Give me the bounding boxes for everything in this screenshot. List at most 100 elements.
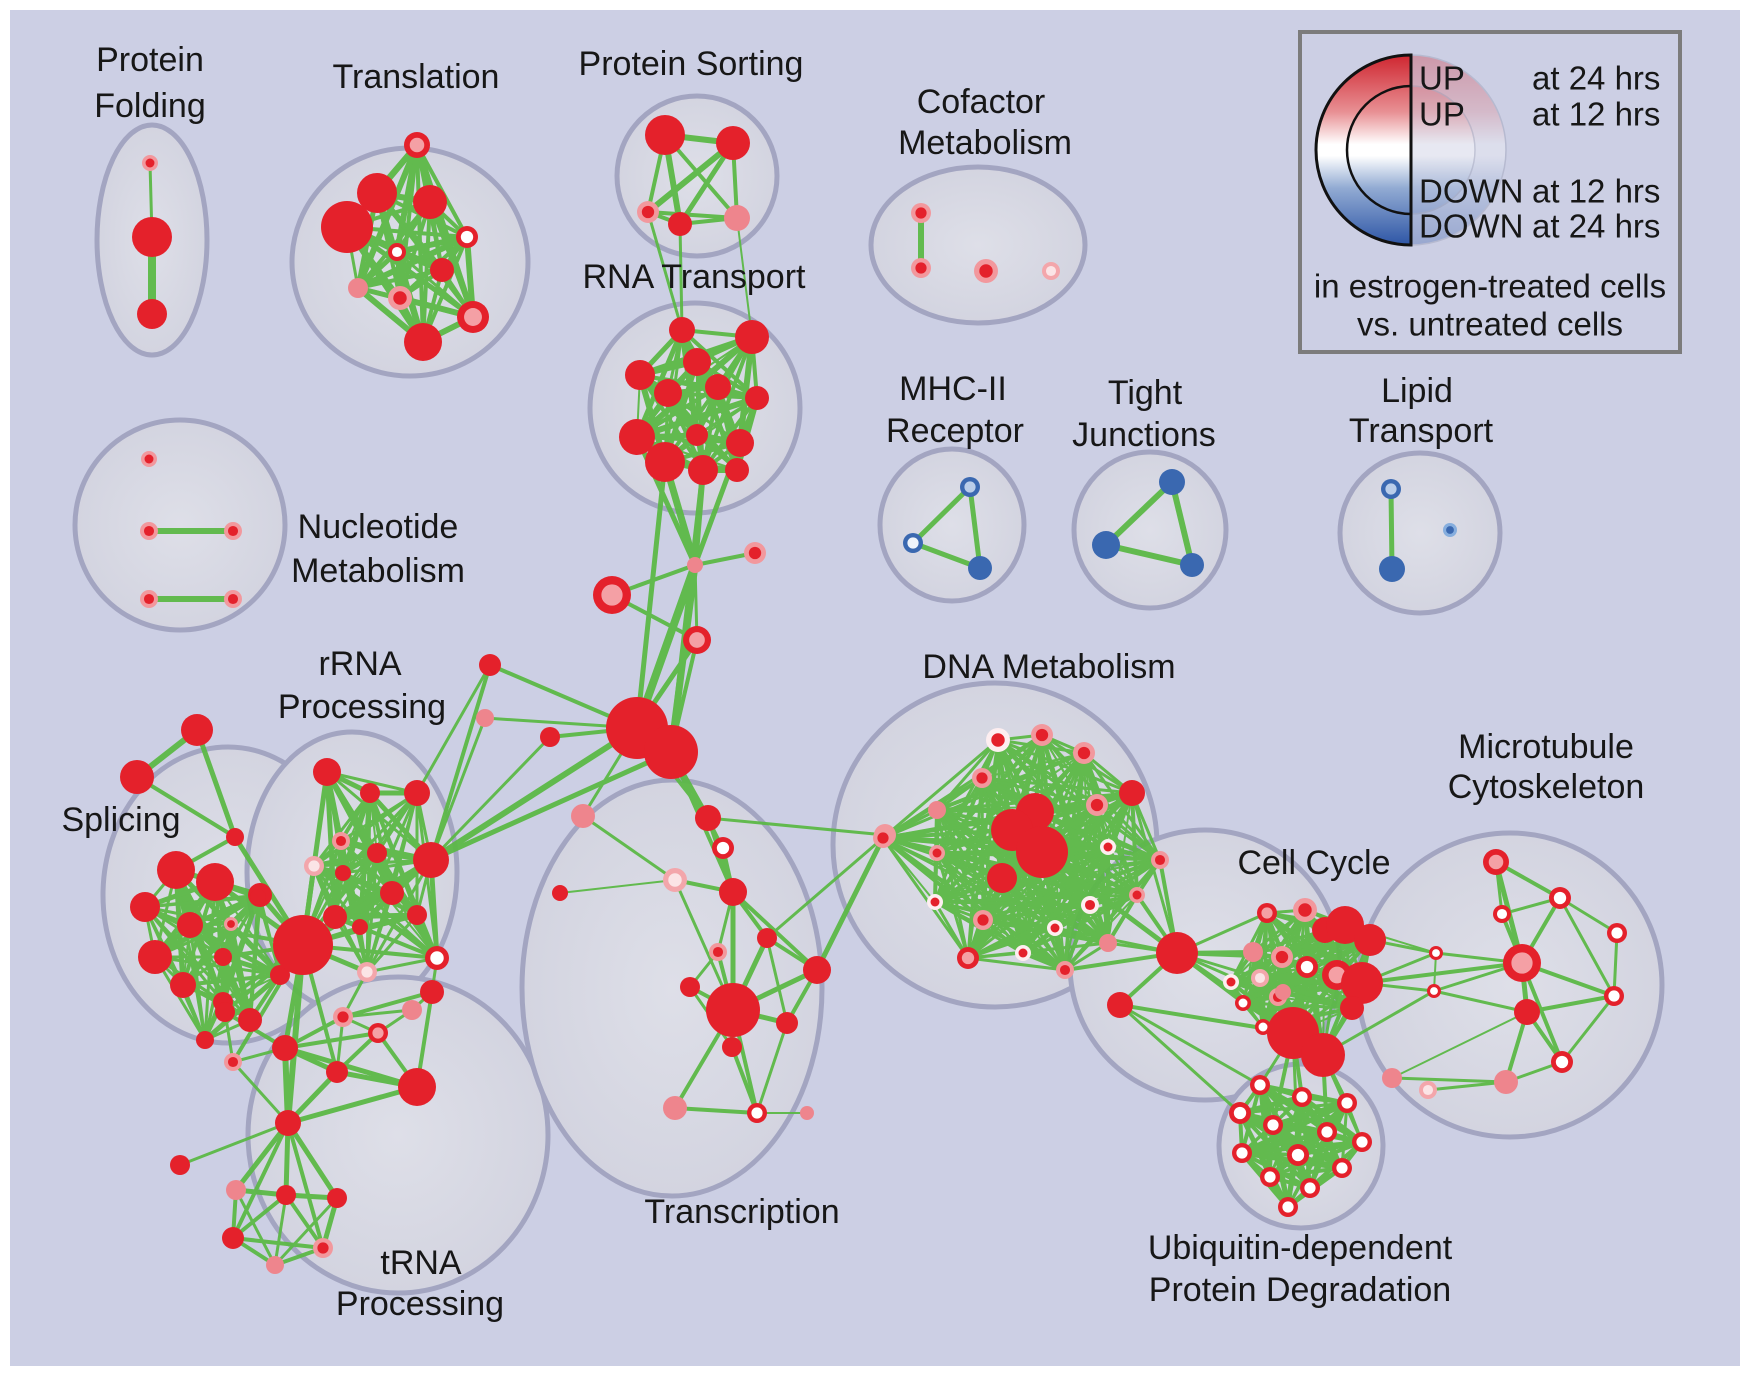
node (170, 1155, 190, 1175)
node-center (1611, 927, 1623, 939)
node (413, 842, 449, 878)
node (323, 905, 347, 929)
node-center (1608, 990, 1620, 1002)
node (735, 320, 769, 354)
node-center (1254, 1079, 1266, 1091)
node (380, 881, 404, 905)
node (757, 928, 777, 948)
edge (814, 835, 886, 973)
node (1099, 934, 1117, 952)
legend-glyph-inner (1345, 84, 1413, 216)
cluster-nodes-cofactor-metabolism (911, 203, 1060, 283)
edge (1241, 965, 1309, 1005)
node-center (464, 308, 482, 326)
cluster-nodes-protein-folding (132, 155, 172, 329)
node (654, 379, 682, 407)
node-center (372, 1027, 384, 1039)
cluster-shape-cofactor-metabolism (868, 164, 1088, 326)
legend-direction-label: DOWN (1419, 208, 1523, 245)
edge (311, 850, 380, 869)
cluster-shape-mhc-ii-receptor (877, 446, 1027, 604)
edge (881, 836, 970, 960)
edge (765, 936, 789, 1025)
node (196, 863, 234, 901)
edge (1239, 1129, 1330, 1156)
node-center (1090, 798, 1104, 812)
node (226, 1180, 246, 1200)
node-center (915, 207, 927, 219)
node (120, 760, 154, 794)
node-center (1059, 964, 1071, 976)
node (250, 889, 266, 905)
edge (736, 217, 753, 338)
node-center (143, 525, 155, 537)
edge (980, 776, 985, 922)
edge (1612, 931, 1619, 998)
node-center (144, 454, 154, 464)
node (272, 1035, 298, 1061)
node (476, 709, 494, 727)
node-center (1132, 890, 1142, 900)
cluster-label-tight-junctions: Tight (1108, 374, 1183, 412)
node (1326, 906, 1364, 944)
node (430, 258, 454, 282)
cluster-label-splicing: Splicing (61, 801, 180, 839)
edge (178, 1121, 290, 1167)
node-center (430, 951, 444, 965)
node (571, 804, 595, 828)
node (352, 919, 368, 935)
node (695, 805, 721, 831)
node-center (317, 1242, 329, 1254)
node (170, 972, 196, 998)
edge (934, 859, 1161, 903)
cluster-label-cofactor-metabolism: Cofactor (917, 83, 1046, 121)
edge (1241, 1001, 1354, 1010)
cluster-nodes-nucleotide-metabolism (140, 451, 242, 608)
edge (967, 484, 983, 571)
node (1156, 932, 1198, 974)
node-center (1321, 1126, 1333, 1138)
node-center (227, 1056, 239, 1068)
node-center (1045, 265, 1057, 277)
edge (933, 900, 1067, 972)
cluster-nodes-rrna-processing (273, 758, 449, 982)
cluster-label-cofactor-metabolism: Metabolism (898, 124, 1072, 162)
node-center (1291, 1148, 1305, 1162)
cluster-nodes-protein-sorting (637, 115, 750, 236)
edge (966, 941, 1110, 960)
node-layer (120, 115, 1627, 1274)
legend-box (1298, 30, 1682, 354)
edge (325, 770, 419, 795)
node (745, 386, 769, 410)
edge (730, 1045, 759, 1115)
node-center (877, 832, 889, 844)
legend-time-label: at 12 hrs (1532, 173, 1660, 210)
edge (646, 210, 739, 220)
cluster-label-rrna-processing: rRNA (318, 645, 401, 683)
node (663, 1096, 687, 1120)
node (321, 201, 373, 253)
node (367, 843, 387, 863)
edge (1118, 1003, 1242, 1115)
edge (1560, 994, 1616, 1064)
edge (284, 1193, 325, 1250)
cluster-shape-nucleotide-metabolism (72, 417, 288, 633)
node-center (1488, 854, 1504, 870)
cluster-label-cell-cycle: Cell Cycle (1237, 844, 1390, 882)
edge (1039, 849, 1180, 956)
node (275, 1110, 301, 1136)
edge (1391, 1011, 1528, 1079)
node-center (1300, 960, 1314, 974)
node (724, 205, 750, 231)
node (968, 556, 992, 580)
edge (282, 1045, 420, 1090)
node-center (227, 920, 235, 928)
edge (910, 484, 973, 546)
node-center (393, 291, 407, 305)
edge (1432, 989, 1529, 1014)
edge (286, 1121, 325, 1250)
edge (678, 222, 684, 332)
edge (673, 1106, 759, 1115)
node-center (1035, 728, 1049, 742)
